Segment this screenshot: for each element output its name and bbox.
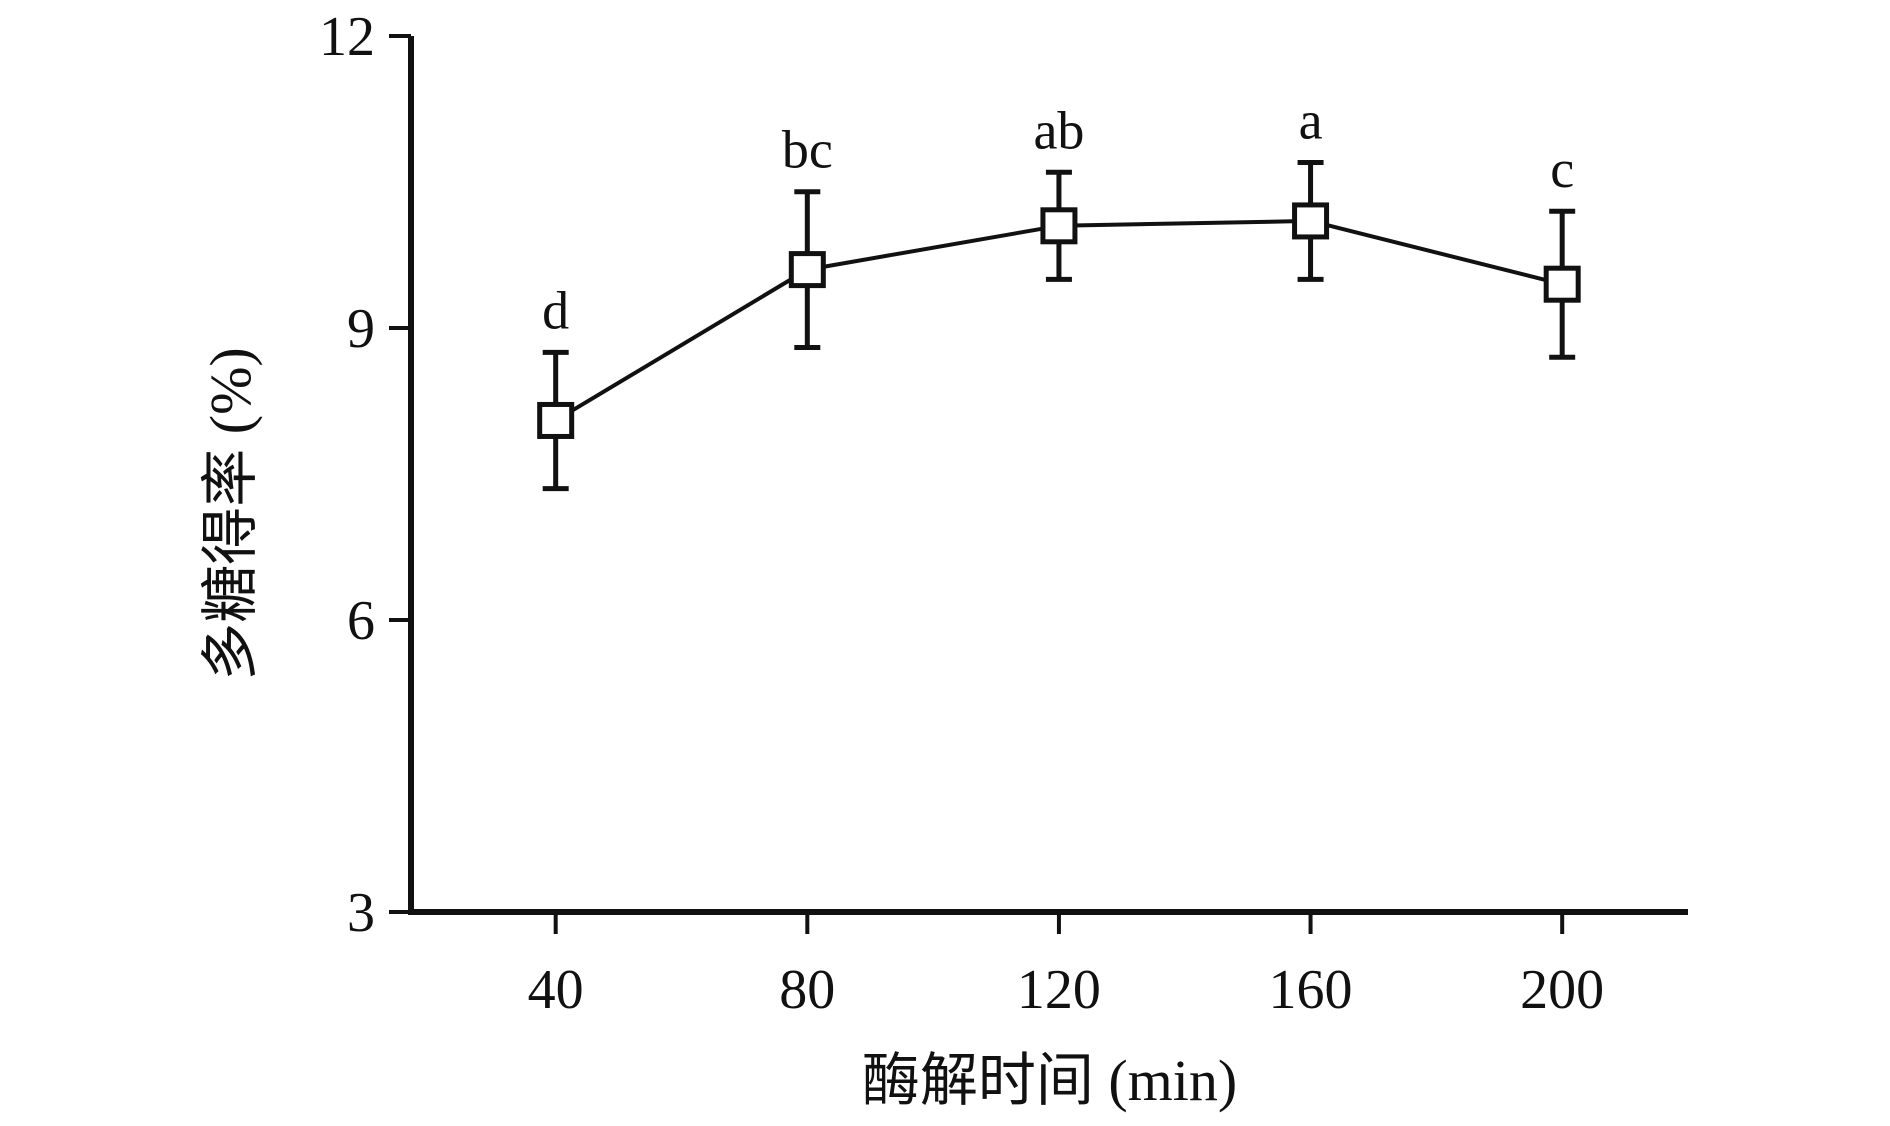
x-tick-label: 160 (1269, 959, 1353, 1021)
x-tick-label: 40 (528, 959, 584, 1021)
significance-label: a (1299, 91, 1323, 151)
data-point (1543, 265, 1581, 303)
significance-label: ab (1033, 100, 1084, 160)
y-tick-label: 12 (319, 6, 375, 68)
significance-label: c (1550, 139, 1574, 199)
x-tick-label: 120 (1017, 959, 1101, 1021)
plot-area: 3 6 9 12 40 80 120 160 200 d bc ab a c (319, 6, 1688, 1021)
x-axis-title: 酶解时间 (min) (862, 1048, 1237, 1113)
data-point (1040, 207, 1078, 245)
significance-label: bc (782, 120, 833, 180)
y-axis-title: 多糖得率 (%) (198, 347, 263, 680)
x-tick-label: 200 (1520, 959, 1604, 1021)
data-point (788, 251, 826, 289)
data-point (537, 401, 575, 439)
y-tick-label: 3 (347, 882, 375, 944)
x-axis-ticks: 40 80 120 160 200 (528, 912, 1604, 1021)
y-tick-label: 9 (347, 298, 375, 360)
y-tick-label: 6 (347, 590, 375, 652)
significance-label: d (542, 280, 569, 340)
series-layer: d bc ab a c (537, 91, 1581, 492)
x-tick-label: 80 (779, 959, 835, 1021)
y-axis-ticks: 3 6 9 12 (319, 6, 411, 944)
data-point (1292, 202, 1330, 240)
